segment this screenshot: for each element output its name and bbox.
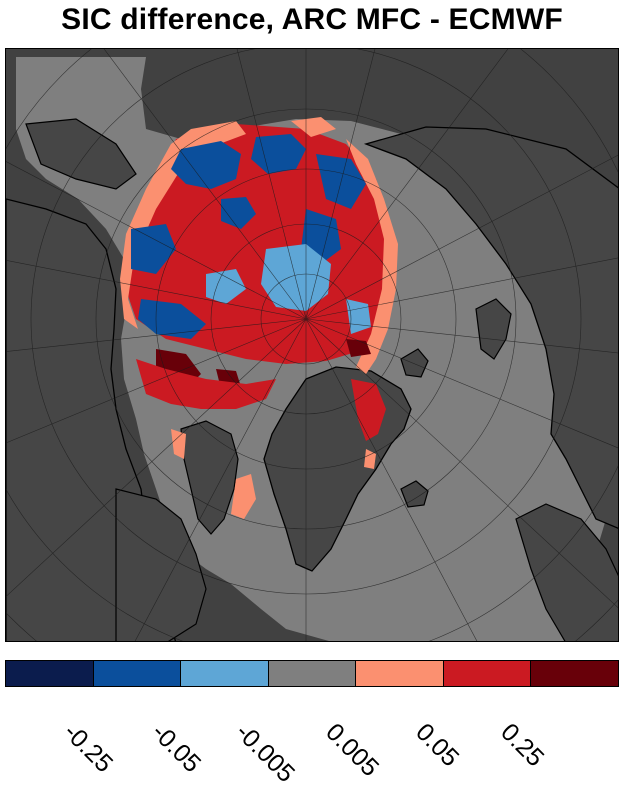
colorbar-tick-label: -0.005 xyxy=(230,718,301,788)
sic-difference-field xyxy=(120,117,398,519)
map-canvas xyxy=(6,49,618,641)
iceland xyxy=(400,480,429,508)
novaya-zemlya xyxy=(475,298,512,360)
scandinavia xyxy=(515,503,618,641)
graticule xyxy=(6,49,618,641)
colorbar-tick-label: -0.05 xyxy=(146,718,207,779)
baffin-island xyxy=(180,420,239,535)
colorbar-tick-label: 0.25 xyxy=(495,718,550,773)
colorbar-segment xyxy=(93,661,182,686)
colorbar-segment xyxy=(356,661,444,686)
colorbar-segment xyxy=(443,661,532,686)
colorbar-segment xyxy=(268,661,357,686)
svalbard xyxy=(400,348,429,378)
colorbar-tick-label: -0.25 xyxy=(58,718,119,779)
hudson-land xyxy=(115,488,207,641)
alaska xyxy=(25,118,137,190)
colorbar-segment xyxy=(531,661,619,686)
colorbar xyxy=(5,660,619,687)
colorbar-tick-label: 0.05 xyxy=(410,718,465,773)
colorbar-segment xyxy=(181,661,269,686)
polar-map xyxy=(5,48,619,642)
map-title: SIC difference, ARC MFC - ECMWF xyxy=(61,3,563,36)
colorbar-tick-label: 0.005 xyxy=(320,718,385,783)
colorbar-segment xyxy=(6,661,94,686)
siberia xyxy=(363,126,618,529)
